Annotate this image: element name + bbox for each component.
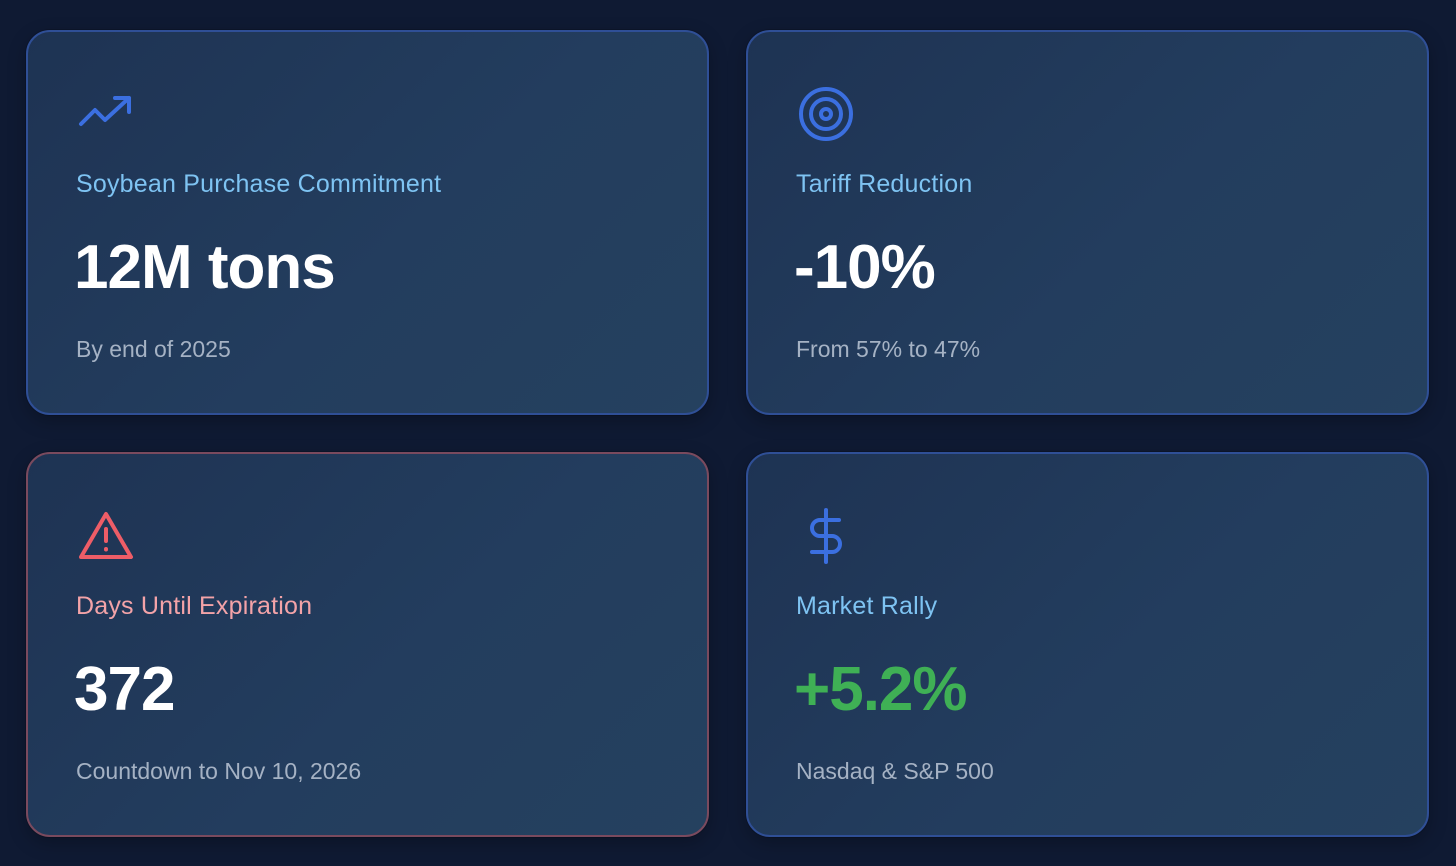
target-icon bbox=[796, 84, 856, 144]
card-value: -10% bbox=[794, 233, 936, 302]
card-label: Days Until Expiration bbox=[76, 592, 313, 620]
card-label: Soybean Purchase Commitment bbox=[76, 170, 442, 198]
card-value: 12M tons bbox=[74, 233, 336, 302]
metrics-grid: Soybean Purchase Commitment 12M tons By … bbox=[26, 30, 1429, 837]
dollar-sign-icon bbox=[796, 506, 856, 566]
soybean-commitment-card: Soybean Purchase Commitment 12M tons By … bbox=[26, 30, 709, 415]
alert-triangle-icon bbox=[76, 506, 136, 566]
card-label: Tariff Reduction bbox=[796, 170, 973, 198]
card-subtext: Nasdaq & S&P 500 bbox=[796, 758, 994, 784]
card-subtext: From 57% to 47% bbox=[796, 336, 981, 362]
card-value: +5.2% bbox=[794, 655, 968, 724]
card-label: Market Rally bbox=[796, 592, 938, 620]
market-rally-card: Market Rally +5.2% Nasdaq & S&P 500 bbox=[746, 452, 1429, 837]
trending-up-icon bbox=[76, 84, 136, 144]
card-subtext: Countdown to Nov 10, 2026 bbox=[76, 758, 362, 784]
card-value: 372 bbox=[74, 655, 175, 724]
card-subtext: By end of 2025 bbox=[76, 336, 231, 362]
tariff-reduction-card: Tariff Reduction -10% From 57% to 47% bbox=[746, 30, 1429, 415]
expiration-countdown-card: Days Until Expiration 372 Countdown to N… bbox=[26, 452, 709, 837]
